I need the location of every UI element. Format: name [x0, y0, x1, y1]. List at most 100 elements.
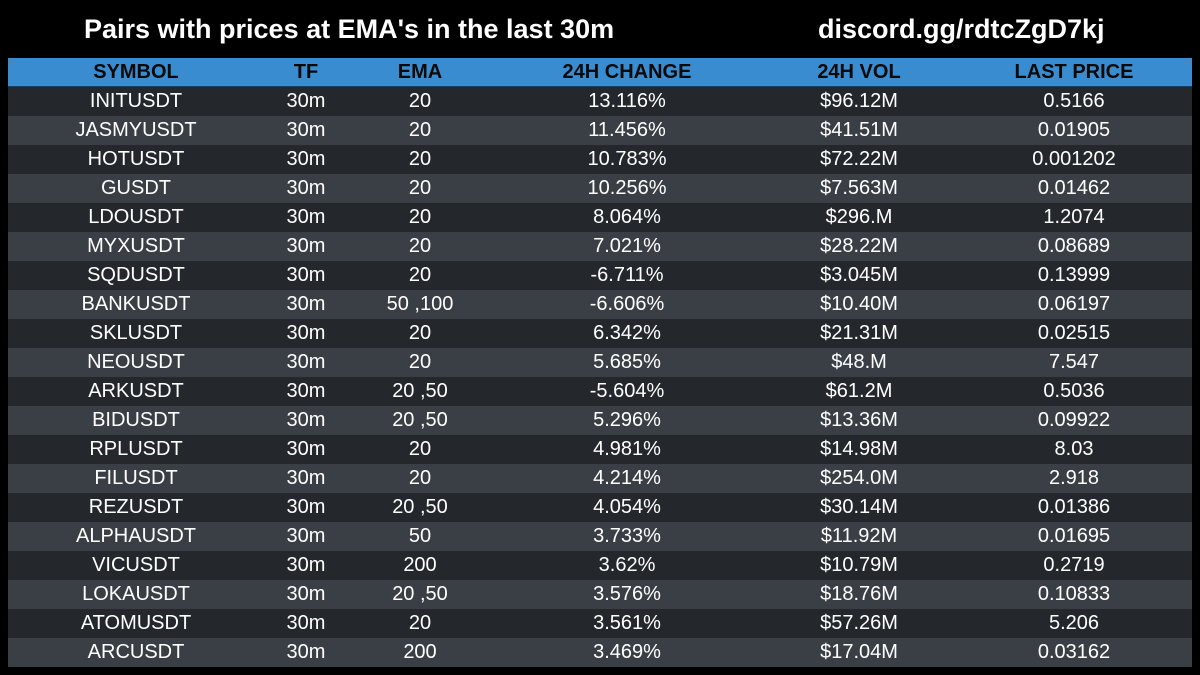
cell-symbol: BANKUSDT — [8, 290, 264, 319]
column-header-24h-change: 24H CHANGE — [492, 58, 762, 87]
cell-symbol: VICUSDT — [8, 551, 264, 580]
cell-24h-change: 4.214% — [492, 464, 762, 493]
cell-tf: 30m — [264, 609, 348, 638]
cell-tf: 30m — [264, 116, 348, 145]
cell-24h-vol: $48.M — [762, 348, 956, 377]
cell-last-price: 7.547 — [956, 348, 1192, 377]
cell-24h-change: 5.685% — [492, 348, 762, 377]
cell-tf: 30m — [264, 232, 348, 261]
cell-ema: 20 ,50 — [348, 377, 492, 406]
cell-ema: 20 — [348, 261, 492, 290]
cell-24h-vol: $61.2M — [762, 377, 956, 406]
cell-24h-change: 10.256% — [492, 174, 762, 203]
cell-ema: 20 — [348, 232, 492, 261]
column-header-last-price: LAST PRICE — [956, 58, 1192, 87]
cell-24h-vol: $57.26M — [762, 609, 956, 638]
cell-symbol: ARKUSDT — [8, 377, 264, 406]
column-header-symbol: SYMBOL — [8, 58, 264, 87]
cell-tf: 30m — [264, 319, 348, 348]
column-header-tf: TF — [264, 58, 348, 87]
discord-invite-link[interactable]: discord.gg/rdtcZgD7kj — [818, 14, 1105, 44]
cell-symbol: JASMYUSDT — [8, 116, 264, 145]
cell-tf: 30m — [264, 348, 348, 377]
table-row: ALPHAUSDT 30m 50 3.733% $11.92M 0.01695 — [8, 522, 1192, 551]
cell-last-price: 0.01905 — [956, 116, 1192, 145]
cell-tf: 30m — [264, 638, 348, 667]
cell-tf: 30m — [264, 86, 348, 116]
cell-last-price: 0.001202 — [956, 145, 1192, 174]
cell-last-price: 0.08689 — [956, 232, 1192, 261]
cell-24h-change: 3.469% — [492, 638, 762, 667]
table-row: RPLUSDT 30m 20 4.981% $14.98M 8.03 — [8, 435, 1192, 464]
cell-24h-vol: $7.563M — [762, 174, 956, 203]
cell-24h-change: 3.733% — [492, 522, 762, 551]
cell-24h-vol: $28.22M — [762, 232, 956, 261]
cell-last-price: 0.10833 — [956, 580, 1192, 609]
cell-24h-change: 3.62% — [492, 551, 762, 580]
cell-ema: 20 — [348, 609, 492, 638]
table-row: VICUSDT 30m 200 3.62% $10.79M 0.2719 — [8, 551, 1192, 580]
cell-tf: 30m — [264, 580, 348, 609]
cell-tf: 30m — [264, 145, 348, 174]
table-row: SQDUSDT 30m 20 -6.711% $3.045M 0.13999 — [8, 261, 1192, 290]
cell-24h-vol: $10.40M — [762, 290, 956, 319]
table-body: INITUSDT 30m 20 13.116% $96.12M 0.5166 JASMYUS… — [8, 86, 1192, 667]
page-title: Pairs with prices at EMA's in the last 3… — [84, 14, 615, 44]
cell-ema: 20 — [348, 174, 492, 203]
cell-ema: 20 ,50 — [348, 493, 492, 522]
cell-ema: 20 — [348, 319, 492, 348]
table-row: JASMYUSDT 30m 20 11.456% $41.51M 0.01905 — [8, 116, 1192, 145]
cell-last-price: 0.01386 — [956, 493, 1192, 522]
cell-24h-change: -6.711% — [492, 261, 762, 290]
cell-last-price: 0.13999 — [956, 261, 1192, 290]
cell-ema: 200 — [348, 638, 492, 667]
cell-symbol: SKLUSDT — [8, 319, 264, 348]
column-header-ema: EMA — [348, 58, 492, 87]
cell-last-price: 0.5036 — [956, 377, 1192, 406]
cell-symbol: FILUSDT — [8, 464, 264, 493]
cell-24h-vol: $10.79M — [762, 551, 956, 580]
table-row: BANKUSDT 30m 50 ,100 -6.606% $10.40M 0.06197 — [8, 290, 1192, 319]
cell-last-price: 8.03 — [956, 435, 1192, 464]
cell-symbol: ATOMUSDT — [8, 609, 264, 638]
cell-last-price: 0.01695 — [956, 522, 1192, 551]
cell-24h-vol: $13.36M — [762, 406, 956, 435]
cell-24h-vol: $3.045M — [762, 261, 956, 290]
cell-24h-vol: $41.51M — [762, 116, 956, 145]
cell-symbol: GUSDT — [8, 174, 264, 203]
table-row: BIDUSDT 30m 20 ,50 5.296% $13.36M 0.09922 — [8, 406, 1192, 435]
cell-last-price: 5.206 — [956, 609, 1192, 638]
cell-symbol: REZUSDT — [8, 493, 264, 522]
cell-last-price: 0.06197 — [956, 290, 1192, 319]
cell-symbol: HOTUSDT — [8, 145, 264, 174]
cell-tf: 30m — [264, 435, 348, 464]
cell-24h-change: 4.981% — [492, 435, 762, 464]
cell-24h-vol: $96.12M — [762, 86, 956, 116]
cell-24h-vol: $72.22M — [762, 145, 956, 174]
cell-24h-change: 8.064% — [492, 203, 762, 232]
cell-ema: 20 — [348, 145, 492, 174]
cell-ema: 50 — [348, 522, 492, 551]
table-row: REZUSDT 30m 20 ,50 4.054% $30.14M 0.01386 — [8, 493, 1192, 522]
cell-symbol: LDOUSDT — [8, 203, 264, 232]
table-row: MYXUSDT 30m 20 7.021% $28.22M 0.08689 — [8, 232, 1192, 261]
cell-24h-change: 3.576% — [492, 580, 762, 609]
table-row: GUSDT 30m 20 10.256% $7.563M 0.01462 — [8, 174, 1192, 203]
header-row: SYMBOL TF EMA 24H CHANGE 24H VOL LAST PR… — [8, 58, 1192, 87]
table-row: LDOUSDT 30m 20 8.064% $296.M 1.2074 — [8, 203, 1192, 232]
cell-last-price: 0.2719 — [956, 551, 1192, 580]
cell-ema: 50 ,100 — [348, 290, 492, 319]
cell-symbol: MYXUSDT — [8, 232, 264, 261]
cell-ema: 20 — [348, 86, 492, 116]
cell-ema: 20 — [348, 435, 492, 464]
cell-ema: 20 — [348, 116, 492, 145]
cell-symbol: NEOUSDT — [8, 348, 264, 377]
cell-24h-change: 6.342% — [492, 319, 762, 348]
cell-ema: 20 — [348, 348, 492, 377]
cell-last-price: 0.5166 — [956, 86, 1192, 116]
cell-24h-vol: $17.04M — [762, 638, 956, 667]
cell-24h-vol: $30.14M — [762, 493, 956, 522]
cell-tf: 30m — [264, 174, 348, 203]
table-row: NEOUSDT 30m 20 5.685% $48.M 7.547 — [8, 348, 1192, 377]
table-row: ATOMUSDT 30m 20 3.561% $57.26M 5.206 — [8, 609, 1192, 638]
